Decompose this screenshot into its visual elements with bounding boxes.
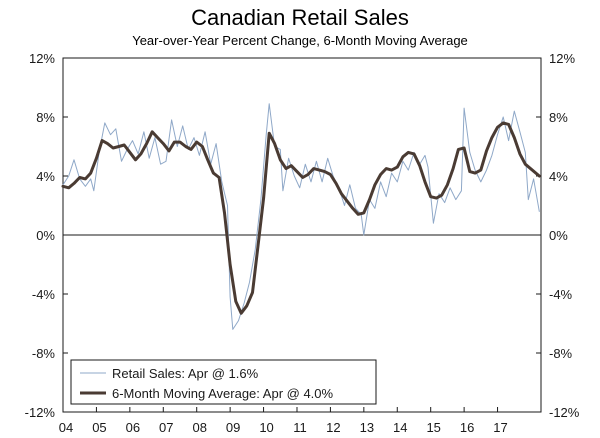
x-tick-label: 11 bbox=[293, 420, 307, 435]
x-tick-label: 14 bbox=[393, 420, 407, 435]
x-tick-label: 05 bbox=[92, 420, 106, 435]
x-tick-label: 04 bbox=[59, 420, 73, 435]
legend-label-moving-average: 6-Month Moving Average: Apr @ 4.0% bbox=[112, 386, 334, 401]
y-tick-label-left: -12% bbox=[25, 405, 56, 420]
y-tick-label-left: -8% bbox=[32, 346, 56, 361]
series-layer bbox=[61, 103, 541, 330]
y-tick-label-left: 0% bbox=[36, 228, 55, 243]
series-line-moving-average bbox=[61, 121, 541, 315]
x-tick-label: 06 bbox=[126, 420, 140, 435]
x-tick-label: 08 bbox=[192, 420, 206, 435]
legend-box bbox=[70, 359, 377, 405]
y-tick-label-right: 0% bbox=[549, 228, 568, 243]
x-tick-label: 10 bbox=[259, 420, 273, 435]
y-tick-label-right: -12% bbox=[549, 405, 580, 420]
x-tick-label: 09 bbox=[226, 420, 240, 435]
x-tick-label: 16 bbox=[460, 420, 474, 435]
y-tick-label-left: 4% bbox=[36, 169, 55, 184]
x-tick-label: 15 bbox=[426, 420, 440, 435]
chart-subtitle: Year-over-Year Percent Change, 6-Month M… bbox=[132, 33, 468, 48]
y-tick-label-left: 12% bbox=[29, 51, 55, 66]
x-tick-label: 07 bbox=[159, 420, 173, 435]
y-tick-label-right: 8% bbox=[549, 110, 568, 125]
chart-title: Canadian Retail Sales bbox=[191, 5, 409, 30]
legend: Retail Sales: Apr @ 1.6% 6-Month Moving … bbox=[70, 359, 377, 405]
series-line-retail-sales bbox=[62, 103, 540, 330]
legend-label-retail-sales: Retail Sales: Apr @ 1.6% bbox=[112, 366, 259, 381]
y-tick-label-left: 8% bbox=[36, 110, 55, 125]
y-tick-label-right: -4% bbox=[549, 287, 573, 302]
x-tick-label: 17 bbox=[493, 420, 507, 435]
y-tick-label-right: 12% bbox=[549, 51, 575, 66]
y-tick-label-right: 4% bbox=[549, 169, 568, 184]
y-axis-ticks: 12% 12% 8% 8% 4% 4% 0% 0% -4% -4% -8% -8% -12% -12% bbox=[25, 51, 580, 420]
y-tick-label-left: -4% bbox=[32, 287, 56, 302]
x-tick-label: 12 bbox=[326, 420, 340, 435]
x-axis-ticks: 04 05 06 07 08 09 10 11 12 13 14 15 16 17 bbox=[59, 407, 508, 435]
x-tick-label: 13 bbox=[360, 420, 374, 435]
y-tick-label-right: -8% bbox=[549, 346, 573, 361]
